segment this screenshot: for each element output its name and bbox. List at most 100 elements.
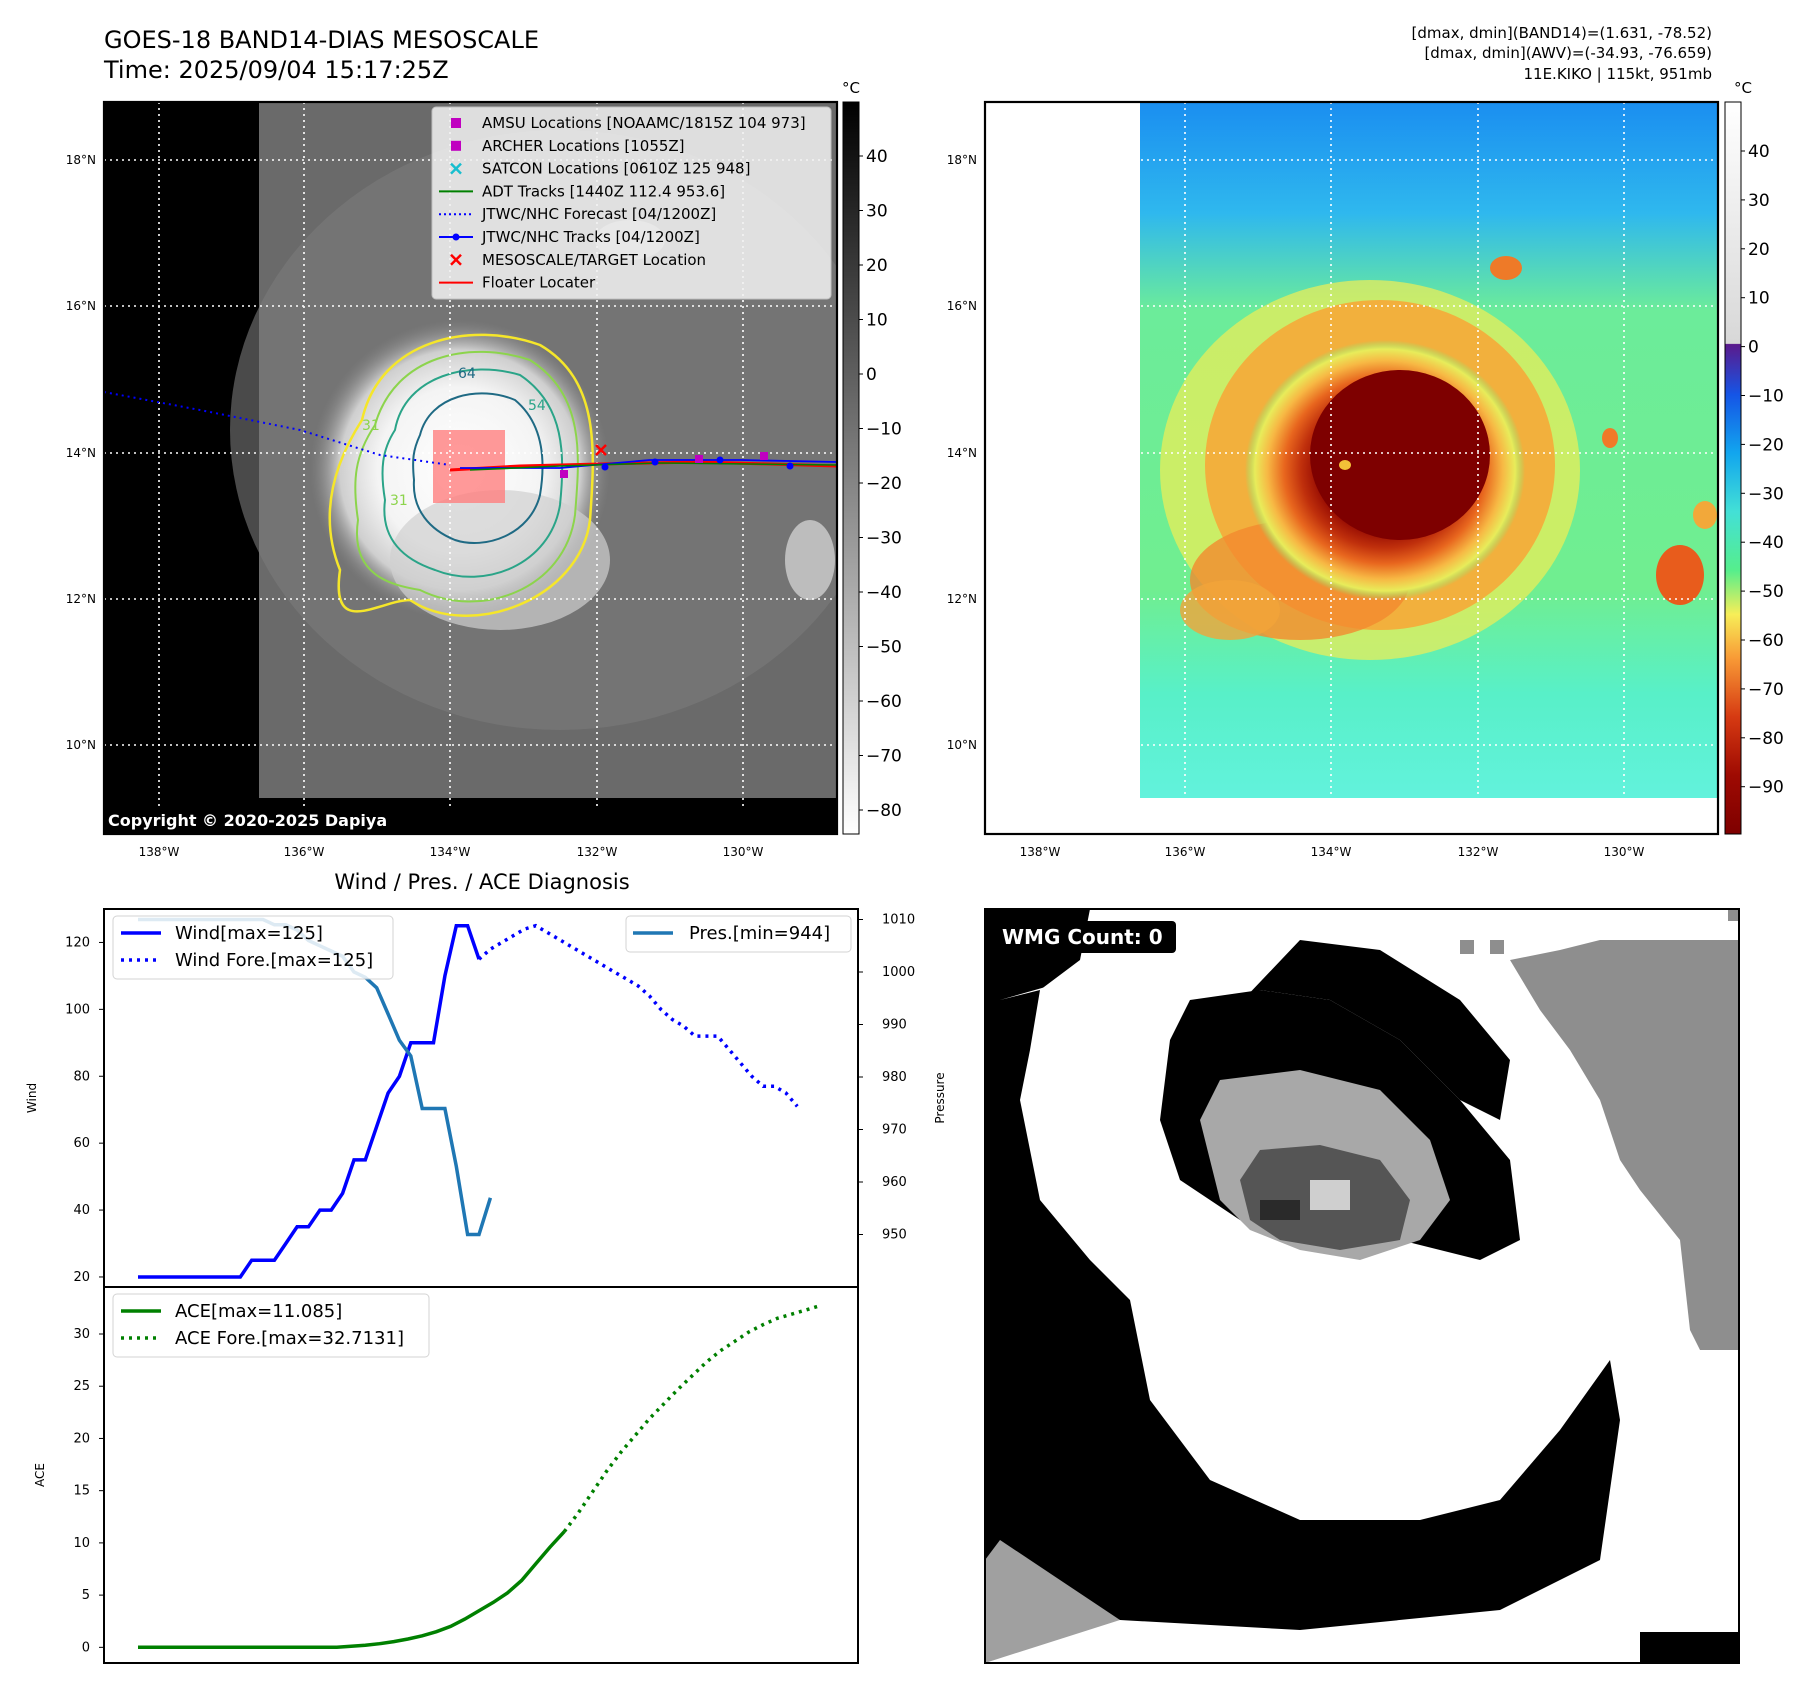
colorbar-tick-label: −70 <box>1748 680 1784 700</box>
legend-label: MESOSCALE/TARGET Location <box>482 251 706 269</box>
colorbar-tick-label: −40 <box>1748 533 1784 553</box>
lon-label: 132°W <box>577 845 618 859</box>
ace-legend: ACE[max=11.085] ACE Fore.[max=32.7131] <box>112 1293 430 1358</box>
wind-pressure-chart: Wind Pressure 20 40 60 80 100 120 950 960 970 980… <box>25 908 947 1288</box>
lon-label: 134°W <box>1311 845 1352 859</box>
contour-label: 64 <box>458 366 476 382</box>
y2-tick-label: 970 <box>882 1123 907 1138</box>
copyright-text: Copyright © 2020-2025 Dapiya <box>108 811 387 830</box>
lat-label: 18°N <box>947 153 977 167</box>
colorbar-tick-label: −50 <box>1748 582 1784 602</box>
y-tick-label: 20 <box>73 1431 90 1446</box>
legend-entry: MESOSCALE/TARGET Location <box>450 251 706 269</box>
legend-marker <box>450 162 462 175</box>
y-tick-label: 120 <box>65 935 90 950</box>
map-legend: AMSU Locations [NOAAMC/1815Z 104 973] ARC… <box>431 106 832 300</box>
colorbar-tick-label: −70 <box>866 747 902 767</box>
awv-range: [dmax, dmin](AWV)=(-34.93, -76.659) <box>1424 44 1712 62</box>
colorbar-tick-label: −30 <box>866 529 902 549</box>
y-tick-label: 100 <box>65 1002 90 1017</box>
band14-range: [dmax, dmin](BAND14)=(1.631, -78.52) <box>1411 24 1712 42</box>
gray-colorbar-unit: °C <box>842 79 860 97</box>
legend-marker <box>450 253 462 266</box>
colorbar-tick-label: −60 <box>866 692 902 712</box>
ir-map-panel: Copyright © 2020-2025 Dapiya AMSU Locati… <box>102 100 839 836</box>
wind-axis-label: Wind <box>25 1083 39 1113</box>
diagnosis-title: Wind / Pres. / ACE Diagnosis <box>334 870 629 894</box>
color-colorbar: °C 40 30 20 10 0 −10 −20 −30 −40 −50 −60 −70 −80 −90 <box>1724 79 1784 835</box>
color-colorbar-unit: °C <box>1734 79 1752 97</box>
y2-tick-label: 1000 <box>882 965 915 980</box>
colorbar-tick-label: −10 <box>1748 387 1784 407</box>
legend-entry: JTWC/NHC Forecast [04/1200Z] <box>439 205 716 223</box>
y2-tick-label: 990 <box>882 1018 907 1033</box>
colorbar-tick-label: −20 <box>866 474 902 494</box>
legend-entry: ADT Tracks [1440Z 112.4 953.6] <box>439 182 725 200</box>
colorbar-tick-label: 30 <box>866 202 888 222</box>
legend-label: ARCHER Locations [1055Z] <box>482 137 685 155</box>
colorbar-tick-label: −40 <box>866 583 902 603</box>
legend-label: AMSU Locations [NOAAMC/1815Z 104 973] <box>482 114 806 132</box>
legend-label: JTWC/NHC Tracks [04/1200Z] <box>481 228 700 246</box>
legend-box <box>112 1293 430 1358</box>
colorbar-tick-label: 20 <box>1748 240 1770 260</box>
gray-colorbar: °C 40 30 20 10 0 −10 −20 −30 −40 −50 −60 −70 −80 <box>842 79 902 835</box>
colorbar-tick-label: −80 <box>866 801 902 821</box>
series-line <box>138 923 481 1279</box>
colorbar-tick-label: −10 <box>866 420 902 440</box>
y2-tick-label: 950 <box>882 1228 907 1243</box>
legend-entry: SATCON Locations [0610Z 125 948] <box>450 160 750 178</box>
series-line <box>477 923 799 1108</box>
lat-label: 12°N <box>66 592 96 606</box>
lat-label: 10°N <box>947 738 977 752</box>
wmg-count-label: WMG Count: 0 <box>1002 925 1163 949</box>
colorbar-tick-label: 40 <box>866 147 888 167</box>
y2-tick-label: 980 <box>882 1070 907 1085</box>
awv-map-panel <box>983 100 1720 836</box>
lat-label: 18°N <box>66 153 96 167</box>
legend-box <box>112 915 394 980</box>
ace-axis-label: ACE <box>33 1463 47 1487</box>
legend-entry: ARCHER Locations [1055Z] <box>451 137 685 155</box>
legend-entry: Floater Locater <box>439 274 596 292</box>
colorbar-tick-label: −30 <box>1748 484 1784 504</box>
colorbar-tick-label: −90 <box>1748 778 1784 798</box>
contour-label: 31 <box>390 493 408 509</box>
lon-label: 136°W <box>284 845 325 859</box>
colorbar-tick-label: −60 <box>1748 631 1784 651</box>
colorbar-tick-label: −50 <box>866 638 902 658</box>
colorbar-tick-label: 40 <box>1748 142 1770 162</box>
lat-label: 10°N <box>66 738 96 752</box>
y2-tick-label: 960 <box>882 1175 907 1190</box>
legend-box <box>625 915 852 953</box>
lon-label: 138°W <box>139 845 180 859</box>
y2-tick-label: 1010 <box>882 913 915 928</box>
legend-entry: JTWC/NHC Tracks [04/1200Z] <box>439 228 700 246</box>
series-line <box>138 1530 566 1650</box>
colorbar-tick-label: −20 <box>1748 435 1784 455</box>
y-tick-label: 80 <box>73 1069 90 1084</box>
series-line <box>562 1304 821 1533</box>
colorbar-tick-label: 10 <box>1748 289 1770 309</box>
colorbar-tick-label: 30 <box>1748 191 1770 211</box>
y-tick-label: 25 <box>73 1379 90 1394</box>
y-tick-label: 20 <box>73 1270 90 1285</box>
contour-label: 31 <box>362 418 380 434</box>
legend-marker <box>451 118 461 128</box>
pressure-legend: Pres.[min=944] <box>625 915 852 953</box>
legend-label: SATCON Locations [0610Z 125 948] <box>482 160 750 178</box>
y-tick-label: 15 <box>73 1484 90 1499</box>
colorbar-tick-label: 0 <box>1748 338 1759 358</box>
page-time: Time: 2025/09/04 15:17:25Z <box>104 56 449 84</box>
contour-label: 54 <box>528 398 546 414</box>
y-tick-label: 60 <box>73 1136 90 1151</box>
lat-label: 16°N <box>66 299 96 313</box>
pressure-axis-label: Pressure <box>933 1072 947 1123</box>
legend-label: ACE Fore.[max=32.7131] <box>175 1328 404 1349</box>
lat-label: 14°N <box>947 446 977 460</box>
wind-legend: Wind[max=125] Wind Fore.[max=125] <box>112 915 394 980</box>
storm-info: 11E.KIKO | 115kt, 951mb <box>1523 65 1712 83</box>
y-tick-label: 5 <box>82 1588 90 1603</box>
colorbar-tick-label: 20 <box>866 256 888 276</box>
